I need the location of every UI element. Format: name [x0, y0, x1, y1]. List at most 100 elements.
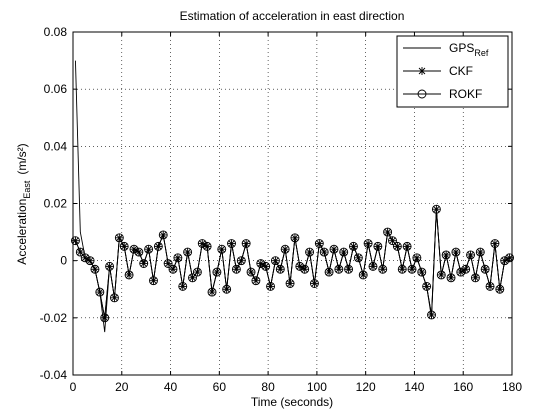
circle-marker	[358, 270, 368, 280]
circle-marker	[202, 241, 212, 251]
circle-marker	[451, 247, 461, 257]
circle-marker	[246, 267, 256, 277]
circle-marker	[163, 259, 173, 268]
circle-marker	[310, 279, 319, 288]
plot-frame	[72, 31, 513, 376]
circle-marker	[153, 241, 163, 251]
circle-marker	[383, 227, 393, 237]
circle-marker	[105, 261, 115, 271]
x-tick-label: 80	[261, 380, 275, 394]
y-tick-label: 0.04	[44, 139, 68, 153]
circle-marker	[158, 230, 168, 240]
legend-label: CKF	[449, 64, 473, 78]
circle-marker	[251, 276, 261, 286]
circle-marker	[207, 287, 217, 297]
circle-marker	[363, 239, 373, 248]
circle-marker	[183, 247, 193, 257]
circle-marker	[485, 281, 495, 291]
circle-marker	[95, 287, 105, 297]
circle-marker	[188, 273, 197, 283]
circle-marker	[461, 264, 471, 274]
circle-marker	[314, 239, 324, 248]
y-tick-label: -0.02	[40, 311, 68, 325]
y-tick-label: 0	[60, 254, 67, 268]
circle-marker	[324, 267, 334, 277]
star-marker	[71, 236, 80, 245]
y-tick-label: 0.08	[44, 25, 68, 39]
legend-label: ROKF	[449, 87, 482, 101]
circle-marker	[339, 247, 349, 257]
circle-marker	[436, 270, 446, 280]
circle-marker	[505, 253, 515, 263]
circle-marker	[266, 281, 275, 291]
circle-marker	[192, 267, 202, 277]
circle-marker	[329, 244, 339, 254]
circle-marker	[373, 241, 383, 251]
circle-marker	[290, 233, 300, 243]
circle-marker	[475, 247, 485, 257]
legend-subscript: Ref	[474, 48, 489, 58]
circle-marker	[431, 204, 441, 214]
x-tick-label: 0	[70, 380, 77, 394]
circle-marker	[119, 241, 129, 251]
circle-marker	[149, 276, 158, 286]
circle-marker	[241, 239, 251, 248]
x-tick-label: 140	[404, 380, 424, 394]
y-tick-label: -0.04	[40, 368, 68, 382]
legend-name: CKF	[449, 64, 473, 78]
circle-marker	[480, 264, 490, 274]
y-label-unit: (m/s²)	[15, 143, 29, 174]
circle-marker	[353, 253, 363, 263]
circle-marker	[90, 264, 100, 274]
legend-label: GPSRef	[449, 41, 489, 58]
circle-marker	[417, 89, 427, 99]
circle-marker	[173, 253, 183, 263]
y-label-main: Acceleration	[15, 199, 29, 265]
circle-marker	[134, 247, 144, 257]
circle-marker	[300, 264, 310, 274]
circle-marker	[500, 256, 510, 266]
x-tick-label: 120	[356, 380, 376, 394]
x-tick-label: 40	[164, 380, 178, 394]
circle-marker	[100, 313, 110, 323]
x-tick-label: 180	[502, 380, 522, 394]
circle-marker	[392, 241, 402, 251]
circle-marker	[275, 264, 285, 274]
circle-marker	[124, 270, 134, 280]
x-tick-label: 60	[213, 380, 227, 394]
circle-marker	[280, 244, 290, 254]
circle-marker	[456, 267, 466, 277]
legend-name: GPS	[449, 41, 474, 55]
circle-marker	[129, 244, 139, 254]
circle-marker	[470, 273, 480, 283]
circle-marker	[388, 236, 397, 246]
circle-marker	[397, 264, 407, 274]
x-tick-label: 160	[453, 380, 473, 394]
circle-marker	[222, 284, 232, 294]
circle-marker	[334, 264, 344, 274]
circle-marker	[466, 250, 475, 260]
circle-marker	[75, 247, 85, 257]
circle-marker	[427, 310, 436, 320]
legend-name: ROKF	[449, 87, 482, 101]
circle-marker	[446, 273, 456, 283]
circle-marker	[110, 293, 119, 303]
circle-marker	[295, 261, 305, 271]
circle-marker	[261, 261, 271, 271]
circle-marker	[412, 253, 422, 263]
circle-marker	[114, 233, 124, 243]
circle-marker	[378, 264, 388, 274]
circle-marker	[349, 241, 358, 251]
circle-marker	[417, 267, 427, 277]
circle-marker	[256, 259, 266, 268]
circle-marker	[212, 267, 222, 277]
star-marker	[418, 67, 426, 75]
circle-marker	[407, 264, 417, 274]
circle-marker	[236, 256, 246, 266]
circle-marker	[227, 239, 236, 248]
y-tick-label: 0.02	[44, 197, 68, 211]
circle-marker	[441, 250, 451, 260]
circle-marker	[217, 244, 227, 254]
circle-marker	[285, 279, 295, 288]
